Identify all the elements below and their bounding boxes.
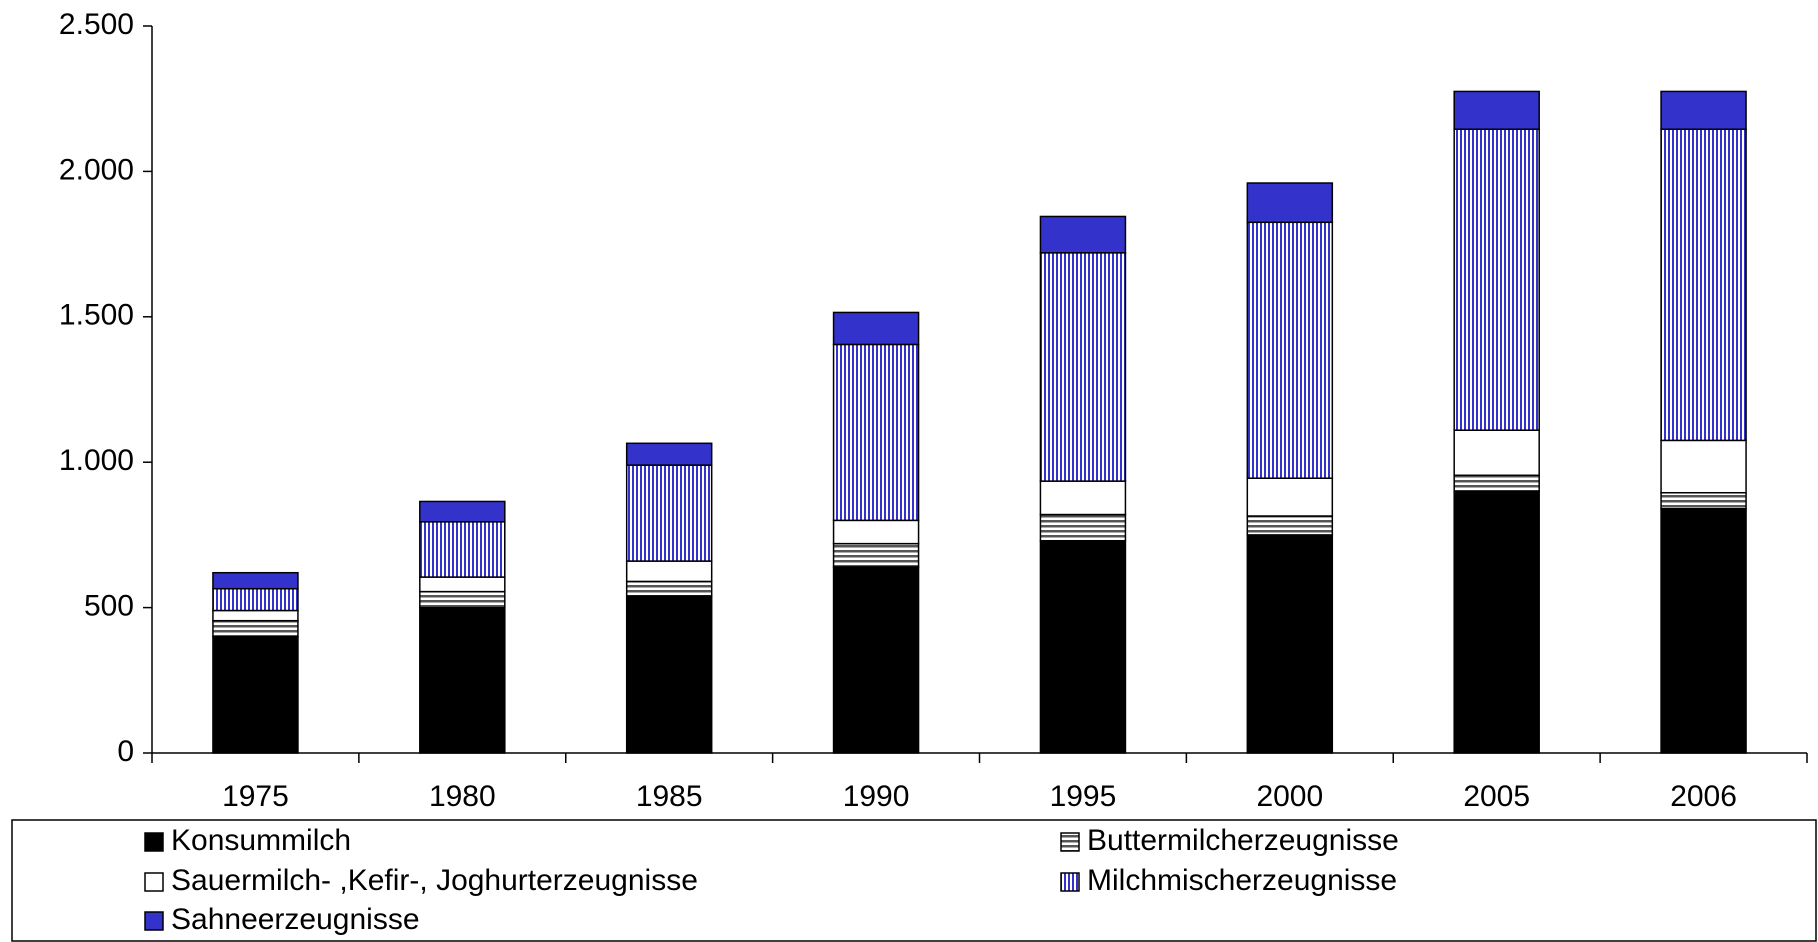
- bar-segment: [625, 580, 713, 597]
- bar-segment: [1246, 182, 1334, 224]
- x-tick-label: 1990: [843, 780, 910, 813]
- legend-swatch: [144, 911, 164, 931]
- legend-label: Sahneerzeugnisse: [171, 903, 420, 936]
- bar-segment: [1246, 534, 1334, 754]
- bar-segment: [1039, 480, 1127, 516]
- bar-segment: [212, 619, 299, 638]
- bar-segment: [1453, 429, 1540, 477]
- bar-segment: [625, 595, 713, 754]
- y-tick-label: 500: [84, 590, 134, 623]
- legend-label: Sauermilch- ,Kefir-, Joghurterzeugnisse: [171, 864, 698, 897]
- bar-segment: [1039, 539, 1127, 754]
- bar-segment: [832, 519, 920, 545]
- bar-segment: [625, 442, 713, 466]
- bar-segment: [832, 542, 920, 568]
- bar-segment: [1453, 474, 1540, 493]
- y-tick-label: 2.000: [59, 153, 134, 186]
- bar-segment: [1246, 221, 1334, 479]
- bar-segment: [1039, 513, 1127, 542]
- legend-swatch: [1060, 832, 1080, 852]
- legend-label: Konsummilch: [171, 824, 351, 857]
- bar-segment: [212, 571, 299, 590]
- legend-label: Buttermilcherzeugnisse: [1087, 824, 1399, 857]
- bar-segment: [1660, 90, 1747, 130]
- bar-segment: [832, 343, 920, 522]
- bar-segment: [419, 606, 506, 754]
- bar-segment: [1453, 90, 1540, 130]
- legend-box: [11, 819, 1817, 942]
- bar-segment: [419, 576, 506, 593]
- x-tick-label: 1995: [1050, 780, 1117, 813]
- bar-segment: [212, 609, 299, 622]
- bar-segment: [832, 311, 920, 346]
- bar-segment: [1660, 507, 1747, 754]
- bar-segment: [1039, 215, 1127, 254]
- legend-label: Milchmischerzeugnisse: [1087, 864, 1397, 897]
- bar-segment: [212, 587, 299, 612]
- y-tick-label: 0: [117, 735, 134, 768]
- bar-segment: [832, 566, 920, 754]
- y-tick-label: 2.500: [59, 8, 134, 41]
- bar-segment: [1039, 252, 1127, 482]
- bar-segment: [1660, 439, 1747, 494]
- y-tick-label: 1.000: [59, 444, 134, 477]
- bar-segment: [625, 464, 713, 562]
- x-tick-label: 2005: [1463, 780, 1530, 813]
- legend-swatch: [144, 832, 164, 852]
- bar-segment: [1453, 490, 1540, 754]
- bar-segment: [1660, 128, 1747, 442]
- bar-segment: [1246, 477, 1334, 517]
- bar-segment: [419, 590, 506, 609]
- bar-segment: [1246, 515, 1334, 536]
- bar-segment: [1660, 491, 1747, 510]
- x-tick-label: 1985: [636, 780, 703, 813]
- x-tick-label: 2006: [1670, 780, 1737, 813]
- y-tick-label: 1.500: [59, 299, 134, 332]
- legend-swatch: [144, 872, 164, 892]
- x-tick-label: 1975: [222, 780, 289, 813]
- bar-segment: [212, 635, 299, 754]
- x-tick-label: 2000: [1256, 780, 1323, 813]
- bar-segment: [625, 560, 713, 583]
- legend-swatch: [1060, 872, 1080, 892]
- bar-segment: [419, 500, 506, 523]
- bar-segment: [1453, 128, 1540, 431]
- bar-segment: [419, 521, 506, 578]
- x-tick-label: 1980: [429, 780, 496, 813]
